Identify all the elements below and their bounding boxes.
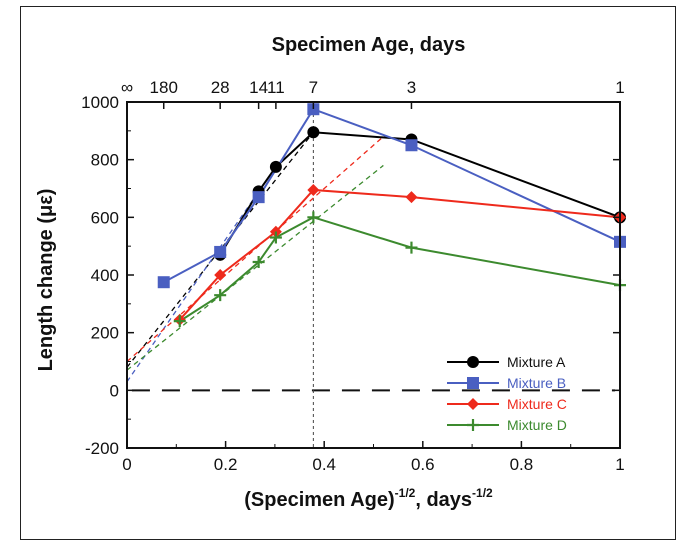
data-point-4-5 [307,211,320,224]
x-axis-title-main: (Specimen Age) [244,489,394,511]
series-line-4 [179,216,621,322]
series-lines [163,107,621,322]
series-line-3 [179,188,621,321]
data-point-2-4 [307,103,320,116]
legend-swatch-marker [467,419,479,431]
x-tick-label: 0 [122,455,131,474]
top-tick-label: 1 [615,78,624,97]
data-point-4-1 [173,315,186,328]
data-point-4-3 [252,256,265,269]
series-markers [157,103,626,328]
data-point-2-5 [405,139,418,152]
series-line-1 [219,131,621,256]
data-point-4-2 [214,289,227,302]
data-point-2-3 [252,191,265,204]
legend-label: Mixture C [507,396,567,412]
top-axis-title: Specimen Age, days [272,34,466,56]
top-tick-label: 180 [150,78,178,97]
legend-swatch-marker [467,356,479,368]
data-point-3-5 [405,191,418,204]
x-tick-label: 0.8 [510,455,534,474]
y-tick-label: 1000 [81,93,119,112]
legend-label: Mixture D [507,417,567,433]
axis-ticks [126,101,621,449]
legend-swatch-marker [467,377,479,389]
legend-label: Mixture B [507,375,566,391]
fit-line-3 [126,136,384,362]
data-point-3-4 [307,183,320,196]
x-axis-title-unit-exp: -1/2 [472,486,493,500]
y-tick-label: -200 [85,439,119,458]
x-tick-label: 0.4 [312,455,336,474]
legend: Mixture A Mixture B Mixture C Mixture D [447,354,567,433]
top-tick-label: 14 [249,78,268,97]
y-tick-label: 0 [110,381,119,400]
y-tick-label: 800 [91,151,119,170]
x-tick-label: 0.2 [214,455,238,474]
data-point-2-2 [214,245,227,258]
y-tick-label: 200 [91,324,119,343]
top-tick-label: 28 [211,78,230,97]
x-axis-title-exp: -1/2 [395,486,416,500]
data-point-3-2 [214,269,227,281]
x-axis-title: (Specimen Age)-1/2, days-1/2 [244,486,493,511]
chart-frame [20,6,676,540]
y-tick-label: 600 [91,208,119,227]
top-tick-label: ∞ [121,78,133,97]
data-point-2-1 [157,276,170,289]
series-line-2 [163,107,621,284]
x-tick-label: 0.6 [411,455,435,474]
data-point-1-3 [269,160,282,173]
top-tick-label: 7 [309,78,318,97]
y-tick-label: 400 [91,266,119,285]
x-axis-title-unit: , days [415,489,472,511]
y-axis-title: Length change (με) [35,189,57,372]
legend-swatch-marker [467,398,479,410]
data-point-4-4 [269,231,282,244]
fit-lines [126,131,384,383]
data-point-4-6 [405,241,418,254]
data-point-1-4 [307,126,320,139]
top-tick-label: 3 [407,78,416,97]
reference-lines [131,102,616,448]
x-tick-label: 1 [615,455,624,474]
fit-line-4 [126,164,384,371]
legend-label: Mixture A [507,354,566,370]
fit-line-1 [126,131,314,368]
top-tick-label: 11 [267,78,285,97]
